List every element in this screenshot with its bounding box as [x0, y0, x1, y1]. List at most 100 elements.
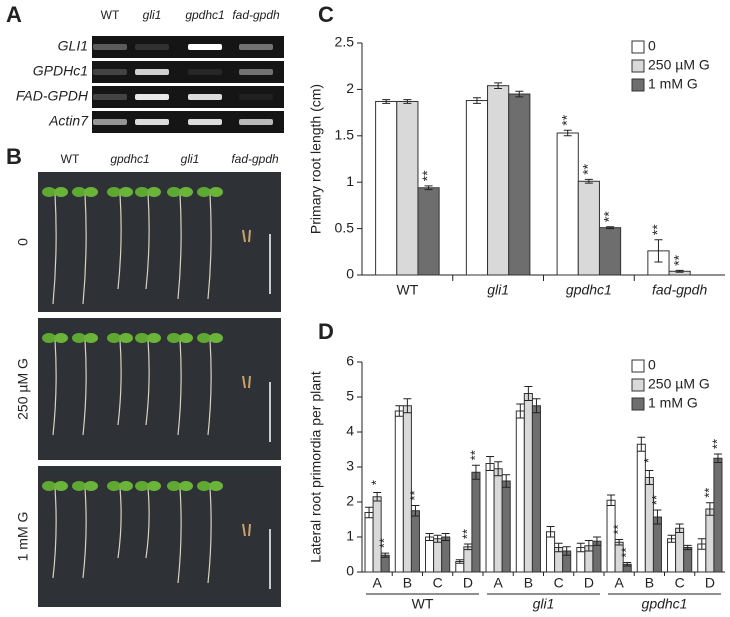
bar: [501, 480, 511, 573]
error-bar: [381, 552, 390, 558]
significance-mark: **: [467, 450, 482, 460]
bar: [375, 100, 398, 276]
gene-label: FAD-GPDH: [16, 88, 89, 104]
significance-mark: **: [459, 529, 474, 539]
cotyledon: [179, 333, 193, 343]
error-bar: [584, 178, 593, 184]
x-tick-label: A: [493, 575, 503, 591]
error-bar: [463, 543, 472, 551]
gel-band: [135, 69, 169, 75]
error-bar: [667, 534, 676, 543]
error-bar: [705, 502, 714, 516]
cotyledon: [209, 481, 223, 491]
root: [117, 193, 122, 290]
bar: [493, 468, 503, 573]
x-tick-label: D: [463, 575, 473, 591]
cotyledon: [54, 481, 68, 491]
significance-mark: **: [419, 170, 435, 181]
significance-mark: **: [558, 114, 574, 125]
error-bar: [562, 546, 571, 556]
group-label: gpdhc1: [642, 596, 688, 612]
bar: [417, 187, 440, 276]
error-bar: [654, 239, 663, 263]
error-bar: [494, 82, 503, 89]
root: [177, 193, 182, 300]
root: [52, 193, 57, 305]
significance-mark: **: [709, 439, 724, 449]
cotyledon: [197, 481, 211, 491]
gel-band: [188, 69, 222, 75]
root: [145, 487, 150, 559]
significance-mark: **: [701, 488, 716, 498]
y-tick-label: 4: [346, 423, 354, 439]
legend-label: 0: [648, 357, 656, 373]
gene-label: GPDHc1: [33, 63, 88, 79]
treatment-label: 250 µM G: [15, 358, 31, 420]
error-bar: [373, 492, 382, 502]
bar: [667, 538, 677, 573]
lane-label: gli1: [143, 8, 162, 22]
panel-label: A: [6, 2, 22, 27]
legend-swatch: [631, 78, 645, 92]
bar: [705, 508, 715, 573]
root: [145, 339, 150, 426]
error-bar: [411, 505, 420, 517]
bar: [675, 527, 685, 573]
error-bar: [532, 398, 541, 414]
significance-mark: **: [377, 538, 392, 548]
bar: [531, 405, 541, 573]
small-seedling: [242, 523, 251, 537]
gel-band: [93, 69, 127, 75]
error-bar: [441, 533, 450, 541]
gel-band: [188, 94, 222, 100]
cotyledon: [84, 187, 98, 197]
root: [82, 487, 87, 579]
cotyledon: [197, 333, 211, 343]
bar: [394, 410, 404, 573]
gel-band: [135, 119, 169, 125]
error-bar: [607, 494, 616, 506]
y-tick-label: 5: [346, 388, 354, 404]
cotyledon: [135, 333, 149, 343]
bar: [523, 393, 533, 573]
root: [117, 339, 122, 426]
cotyledon: [197, 187, 211, 197]
legend-label: 1 mM G: [648, 76, 698, 92]
bar: [463, 546, 473, 573]
root: [145, 193, 150, 290]
x-tick-label: B: [524, 575, 533, 591]
y-tick-label: 2.5: [335, 34, 355, 50]
error-bar: [563, 129, 572, 137]
y-axis-title: Lateral root primordia per plant: [308, 371, 324, 563]
error-bar: [546, 526, 555, 538]
cotyledon: [54, 333, 68, 343]
cotyledon: [84, 481, 98, 491]
legend-swatch: [631, 40, 645, 54]
cotyledon: [42, 481, 56, 491]
gel-band: [135, 94, 169, 100]
cotyledon: [147, 481, 161, 491]
error-bar: [606, 226, 615, 230]
error-bar: [653, 509, 662, 525]
bar: [364, 512, 374, 573]
error-bar: [424, 185, 433, 191]
x-tick-label: A: [372, 575, 382, 591]
lane-label: fad-gpdh: [232, 8, 280, 22]
gel-strip: [92, 61, 284, 83]
error-bar: [472, 97, 481, 104]
bar: [546, 531, 556, 573]
gel-band: [239, 44, 273, 50]
error-bar: [645, 470, 654, 485]
error-bar: [576, 542, 585, 553]
panel-label: D: [318, 319, 334, 344]
cotyledon: [119, 187, 133, 197]
significance-mark: **: [619, 547, 634, 557]
cotyledon: [54, 187, 68, 197]
x-tick-label: B: [645, 575, 654, 591]
bar: [606, 499, 616, 573]
cotyledon: [72, 333, 86, 343]
gel-band: [239, 94, 273, 100]
error-bar: [395, 405, 404, 417]
error-bar: [471, 464, 480, 480]
bar: [465, 100, 489, 276]
